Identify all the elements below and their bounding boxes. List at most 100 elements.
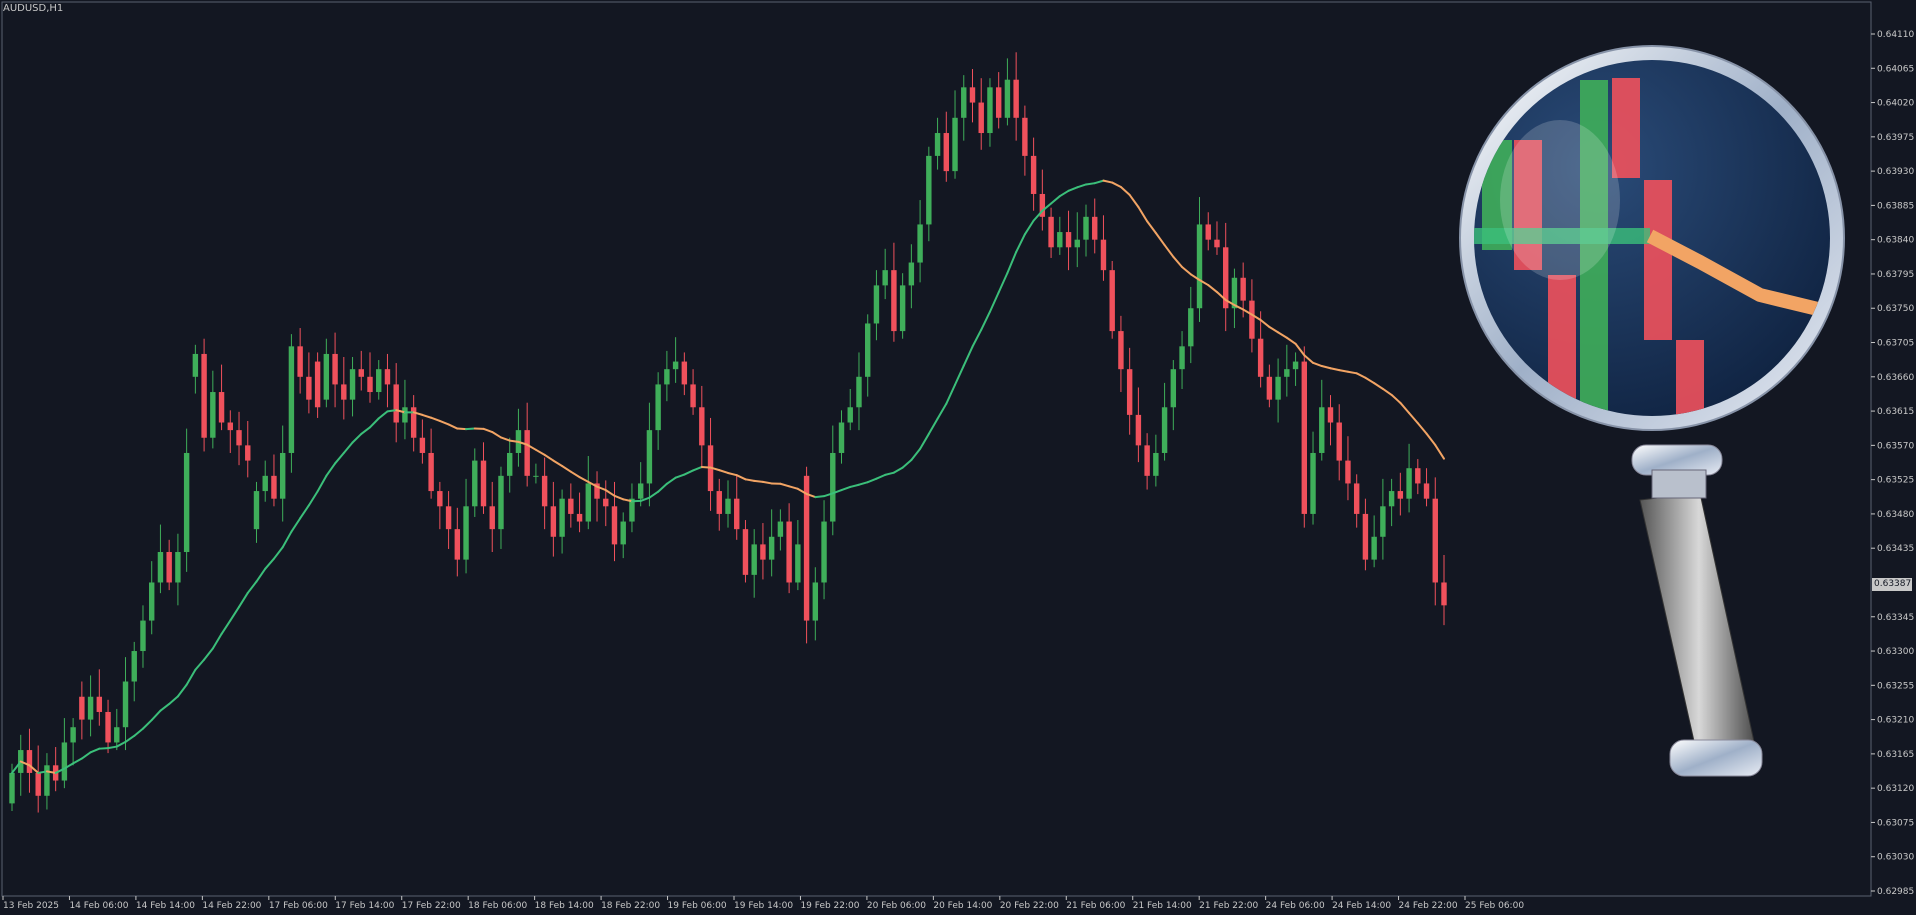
candle-body [603,498,609,507]
candle-body [1292,361,1299,370]
moving-average-segment [150,709,162,722]
moving-average-segment [1189,273,1201,281]
candle-body [314,361,321,408]
moving-average-segment [19,760,31,767]
candle-body [559,498,565,537]
candle-body [463,506,469,560]
candle-body [1397,491,1404,499]
candle-body [847,407,853,423]
moving-average-segment [1137,205,1149,223]
moving-average-segment [1250,313,1262,321]
candle-body [1074,239,1080,248]
moving-average-segment [639,496,651,502]
candle-body [873,285,880,324]
moving-average-segment [543,453,555,462]
candle-body [9,772,15,804]
x-tick-label: 19 Feb 22:00 [800,901,859,911]
x-tick-label: 13 Feb 2025 [3,901,59,911]
moving-average-segment [211,632,223,650]
candle-body [183,452,190,553]
x-tick-label: 20 Feb 22:00 [1000,901,1059,911]
candle-body [1153,452,1159,476]
moving-average-segment [753,479,764,483]
y-tick-label: 0.63750 [1877,304,1914,314]
x-tick-label: 21 Feb 06:00 [1066,901,1125,911]
moving-average-segment [971,328,983,348]
moving-average-segment [377,410,389,420]
x-tick-label: 19 Feb 14:00 [734,901,793,911]
moving-average-segment [892,466,904,474]
moving-average-segment [80,751,92,760]
candle-body [306,376,312,400]
moving-average-segment [866,477,878,484]
moving-average-segment [133,727,144,737]
moving-average-segment [1146,220,1157,235]
candle-body [489,506,495,530]
y-tick-label: 0.64110 [1877,30,1914,40]
moving-average-segment [1346,370,1358,375]
moving-average-segment [596,485,607,492]
moving-average-segment [1198,278,1210,287]
candle-body [323,353,330,400]
moving-average-segment [299,504,310,520]
moving-average-segment [936,402,948,420]
candle-body [1205,224,1211,240]
candle-body [821,521,827,583]
candle-body [681,361,688,385]
moving-average-segment [1154,232,1166,247]
candle-body [576,513,583,522]
y-tick-label: 0.63840 [1877,236,1914,246]
y-tick-label: 0.63930 [1877,167,1914,177]
y-tick-label: 0.63570 [1877,441,1914,451]
moving-average-segment [1119,185,1131,196]
moving-average-segment [945,383,957,405]
moving-average-segment [141,719,153,730]
candle-body [349,369,356,400]
y-tick-label: 0.63300 [1877,647,1914,657]
candle-body [995,87,1002,118]
moving-average-segment [683,469,695,476]
candle-body [742,529,749,575]
x-tick-label: 18 Feb 22:00 [601,901,660,911]
candle-body [1170,369,1177,408]
moving-average-segment [997,272,1009,294]
candle-body [1048,216,1054,248]
candle-body [271,475,277,499]
candle-body [44,765,50,796]
moving-average-segment [919,432,930,450]
magnifier-collar [1651,469,1707,499]
candle-body [1301,361,1307,514]
x-tick-label: 18 Feb 06:00 [468,901,527,911]
candle-body [1284,369,1290,377]
y-tick-label: 0.63345 [1877,613,1914,623]
moving-average-segment [107,745,118,750]
candle-body [507,452,513,476]
moving-average-segment [814,495,826,499]
candle-body [61,742,68,781]
candle-body [865,323,871,377]
moving-average-segment [307,490,319,507]
moving-average-segment [185,668,197,686]
moving-average-segment [526,443,537,451]
moving-average-segment [980,310,991,331]
moving-average-segment [37,770,48,774]
candle-body [498,475,504,530]
moving-average-segment [735,474,747,481]
moving-average-segment [674,473,686,479]
candle-body [35,772,41,796]
x-tick-label: 21 Feb 22:00 [1199,901,1258,911]
moving-average-segment [709,466,721,472]
moving-average-segment [849,483,860,488]
candle-body [786,521,792,583]
moving-average-segment [1285,336,1297,345]
candle-body [917,224,923,263]
moving-average-segment [1041,202,1053,212]
moving-average-segment [194,658,206,671]
moving-average-segment [1058,189,1070,198]
candle-body [568,498,574,514]
moving-average-segment [28,764,40,774]
moving-average-segment [1338,369,1349,373]
y-tick-label: 0.63255 [1877,681,1914,691]
